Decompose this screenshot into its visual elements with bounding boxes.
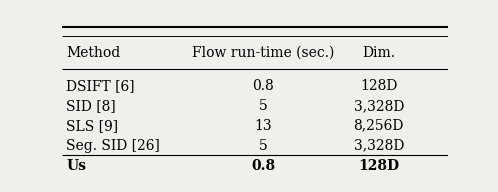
Text: DSIFT [6]: DSIFT [6] <box>66 79 135 93</box>
Text: Method: Method <box>66 46 121 60</box>
Text: SID [8]: SID [8] <box>66 99 116 113</box>
Text: 13: 13 <box>254 119 272 133</box>
Text: 5: 5 <box>258 139 267 153</box>
Text: 8,256D: 8,256D <box>354 119 404 133</box>
Text: Dim.: Dim. <box>362 46 395 60</box>
Text: 5: 5 <box>258 99 267 113</box>
Text: SLS [9]: SLS [9] <box>66 119 118 133</box>
Text: 0.8: 0.8 <box>252 79 274 93</box>
Text: 128D: 128D <box>358 159 399 173</box>
Text: 3,328D: 3,328D <box>354 99 404 113</box>
Text: 0.8: 0.8 <box>251 159 275 173</box>
Text: Seg. SID [26]: Seg. SID [26] <box>66 139 160 153</box>
Text: Us: Us <box>66 159 86 173</box>
Text: 3,328D: 3,328D <box>354 139 404 153</box>
Text: Flow run-time (sec.): Flow run-time (sec.) <box>192 46 334 60</box>
Text: 128D: 128D <box>360 79 397 93</box>
